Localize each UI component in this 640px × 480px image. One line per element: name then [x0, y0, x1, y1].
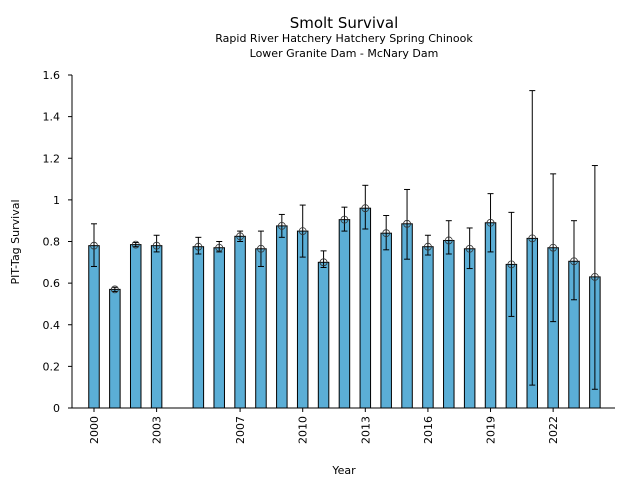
x-tick-label: 2003 — [151, 416, 164, 444]
x-tick-label: 2010 — [297, 416, 310, 444]
point-marker-2008 — [257, 244, 265, 253]
point-marker-2009 — [277, 221, 286, 230]
y-tick-label: 0.8 — [43, 236, 61, 249]
y-tick-label: 0 — [53, 402, 60, 415]
point-marker-2017 — [444, 236, 453, 245]
bar-2000 — [88, 245, 100, 409]
point-marker-2007 — [236, 232, 244, 241]
bar-2003 — [150, 245, 163, 409]
chart-title: Smolt Survival — [290, 14, 399, 32]
point-marker-2013 — [361, 204, 370, 213]
point-marker-2002 — [131, 240, 140, 249]
y-tick-label: 0.6 — [43, 277, 61, 290]
bar-2012 — [338, 219, 351, 409]
bars-group — [88, 207, 601, 409]
point-marker-2015 — [403, 219, 411, 228]
x-ticks-group: 2000 2003 2007 2010 2013 2016 2019 2022 — [88, 408, 560, 444]
y-tick-label: 0.2 — [43, 360, 61, 373]
markers-group — [90, 204, 599, 294]
bar-2010 — [296, 230, 309, 409]
x-axis-label: Year — [331, 464, 356, 477]
x-tick-label: 2019 — [485, 416, 498, 444]
y-axis-label: PIT-Tag Survival — [9, 199, 22, 284]
point-marker-2003 — [152, 241, 161, 250]
y-tick-label: 1.2 — [43, 152, 61, 165]
point-marker-2012 — [340, 215, 349, 224]
bar-2013 — [359, 207, 372, 409]
bar-2002 — [129, 244, 142, 409]
y-tick-label: 1.6 — [43, 69, 61, 82]
bar-2017 — [443, 239, 455, 409]
point-marker-2023 — [570, 257, 578, 266]
point-marker-2001 — [110, 285, 119, 294]
point-marker-2019 — [486, 218, 495, 227]
bar-2016 — [422, 246, 434, 409]
x-tick-label: 2000 — [88, 416, 101, 444]
point-marker-2010 — [298, 227, 307, 235]
bar-2007 — [234, 235, 246, 409]
point-marker-2014 — [382, 229, 391, 238]
point-marker-2020 — [507, 260, 516, 269]
chart-subtitle-line-2: Lower Granite Dam - McNary Dam — [250, 47, 439, 60]
point-marker-2018 — [465, 244, 474, 253]
y-tick-label: 0.4 — [43, 319, 61, 332]
bar-2005 — [192, 246, 205, 409]
chart-subtitle-line-1: Rapid River Hatchery Hatchery Spring Chi… — [215, 32, 473, 45]
point-marker-2000 — [90, 241, 98, 250]
point-marker-2005 — [194, 242, 203, 251]
x-tick-label: 2007 — [234, 416, 247, 444]
point-marker-2011 — [319, 258, 328, 267]
y-ticks-group: 0 0.2 0.4 0.6 0.8 1 1.2 1.4 1.6 — [43, 69, 72, 415]
bar-2008 — [255, 248, 267, 409]
point-marker-2021 — [528, 234, 537, 243]
bar-2009 — [276, 225, 288, 409]
x-tick-label: 2016 — [422, 416, 435, 444]
point-marker-2022 — [549, 243, 558, 252]
y-tick-label: 1.4 — [43, 111, 61, 124]
y-tick-label: 1 — [53, 194, 60, 207]
bar-2001 — [109, 288, 121, 409]
point-marker-2006 — [215, 243, 224, 252]
bar-2006 — [213, 247, 225, 409]
point-marker-2016 — [424, 242, 432, 251]
bar-2011 — [317, 261, 330, 409]
point-marker-2024 — [590, 272, 599, 281]
bar-2018 — [463, 248, 476, 409]
bar-2014 — [380, 232, 392, 409]
x-tick-label: 2022 — [547, 416, 560, 444]
x-tick-label: 2013 — [359, 416, 372, 444]
